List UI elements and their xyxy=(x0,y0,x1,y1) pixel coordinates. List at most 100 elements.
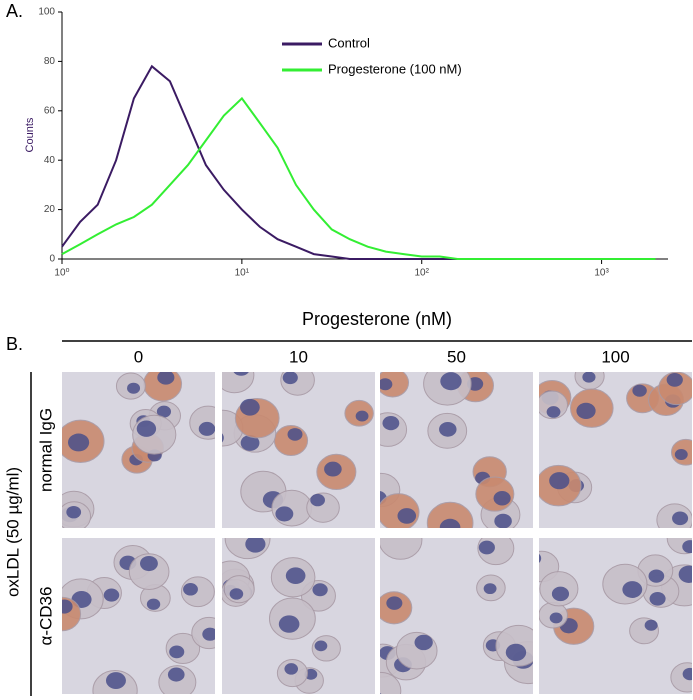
micrograph xyxy=(380,538,533,694)
nucleus xyxy=(414,634,433,651)
nucleus xyxy=(67,433,90,452)
cell xyxy=(132,414,177,455)
nucleus xyxy=(169,645,185,659)
y-tick-label: 80 xyxy=(44,56,56,67)
header: Progesterone (nM) xyxy=(302,309,452,329)
y-axis-label: Counts xyxy=(24,117,36,152)
x-tick-label: 10³ xyxy=(594,268,609,279)
cells xyxy=(222,372,374,527)
nucleus xyxy=(397,508,417,524)
y-tick-label: 100 xyxy=(38,7,55,18)
nucleus xyxy=(156,405,172,418)
nucleus xyxy=(678,565,692,583)
nucleus xyxy=(551,586,570,602)
nucleus xyxy=(202,627,215,641)
side-label: oxLDL (50 µg/ml) xyxy=(3,467,22,597)
nucleus xyxy=(275,506,294,522)
nucleus xyxy=(439,518,461,528)
column-label: 100 xyxy=(601,347,629,366)
nucleus xyxy=(439,421,457,437)
nucleus xyxy=(582,372,596,383)
nucleus xyxy=(312,583,328,597)
nucleus xyxy=(546,406,561,418)
micrograph xyxy=(222,538,375,694)
panel-label: B. xyxy=(6,334,23,354)
nucleus xyxy=(324,461,342,477)
row-label: normal IgG xyxy=(36,408,55,492)
nucleus xyxy=(240,434,260,451)
nucleus xyxy=(539,553,542,563)
nucleus xyxy=(198,421,215,436)
nucleus xyxy=(483,583,497,595)
nucleus xyxy=(386,596,403,610)
nucleus xyxy=(682,667,692,681)
cells xyxy=(380,372,521,528)
nucleus xyxy=(146,598,161,610)
cell xyxy=(222,372,255,394)
cells xyxy=(62,372,215,528)
x-tick-label: 10⁰ xyxy=(54,268,69,279)
nucleus xyxy=(478,540,495,555)
nucleus xyxy=(382,416,400,431)
nucleus xyxy=(287,428,303,441)
cell xyxy=(380,538,423,560)
legend-label: Progesterone (100 nM) xyxy=(328,61,462,76)
nucleus xyxy=(314,640,328,652)
y-tick-label: 40 xyxy=(44,155,56,166)
nucleus xyxy=(505,643,527,661)
nucleus xyxy=(66,505,82,519)
nucleus xyxy=(240,398,260,416)
nucleus xyxy=(622,581,643,598)
micrograph xyxy=(222,372,375,528)
nucleus xyxy=(103,588,120,602)
nucleus xyxy=(222,433,224,443)
x-tick-label: 10¹ xyxy=(235,268,250,279)
micrograph xyxy=(62,538,215,694)
legend-label: Control xyxy=(328,35,370,50)
cells xyxy=(380,538,533,694)
cells xyxy=(62,544,215,694)
column-label: 0 xyxy=(134,347,143,366)
x-tick-label: 10² xyxy=(415,268,430,279)
cells xyxy=(539,372,692,528)
nucleus xyxy=(183,583,198,596)
y-tick-label: 0 xyxy=(49,254,55,265)
nucleus xyxy=(140,555,158,572)
micrograph xyxy=(539,372,692,528)
nucleus xyxy=(245,538,266,553)
nucleus xyxy=(229,588,244,600)
nucleus xyxy=(380,378,393,391)
nucleus xyxy=(380,693,382,694)
cell xyxy=(128,553,170,590)
nucleus xyxy=(674,449,688,460)
nucleus xyxy=(355,410,369,422)
nucleus xyxy=(233,372,249,376)
nucleus xyxy=(136,420,157,437)
nucleus xyxy=(644,619,658,631)
cell xyxy=(380,671,402,694)
cell xyxy=(271,489,313,527)
nucleus xyxy=(167,667,185,682)
micrograph xyxy=(380,372,533,528)
nucleus xyxy=(493,491,511,506)
cell xyxy=(426,501,474,528)
micrograph xyxy=(62,372,215,528)
column-label: 50 xyxy=(447,347,466,366)
nucleus xyxy=(284,663,299,675)
nucleus xyxy=(549,612,563,624)
nucleus xyxy=(282,372,298,385)
nucleus xyxy=(672,511,689,526)
nucleus xyxy=(666,373,683,387)
nucleus xyxy=(285,567,306,585)
nucleus xyxy=(549,472,570,490)
nucleus xyxy=(494,513,512,528)
column-label: 10 xyxy=(289,347,308,366)
panel-label: A. xyxy=(6,1,23,21)
nucleus xyxy=(632,384,647,397)
series-line xyxy=(61,64,656,260)
cells xyxy=(222,538,341,694)
nucleus xyxy=(310,493,325,507)
series-line xyxy=(61,96,656,260)
nucleus xyxy=(576,402,596,419)
